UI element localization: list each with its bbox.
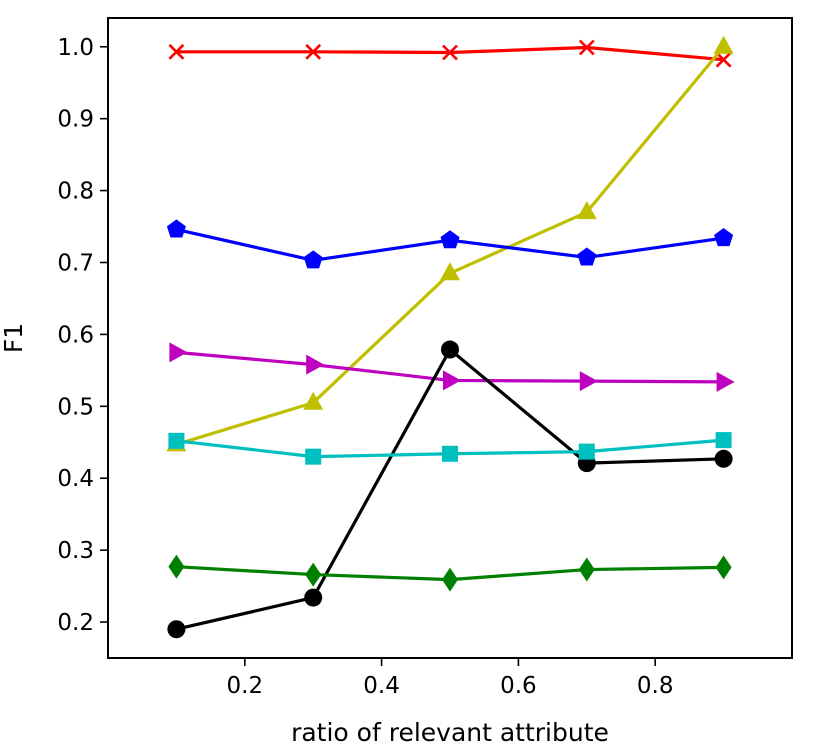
data-point-green-diamond <box>305 562 322 587</box>
data-point-black-circle <box>167 620 186 639</box>
data-point-black-circle <box>714 449 733 468</box>
x-tick-label: 0.8 <box>637 673 674 699</box>
data-point-black-circle <box>441 340 459 359</box>
data-point-red-x <box>305 43 322 60</box>
y-tick-label: 0.7 <box>57 250 94 276</box>
data-point-green-diamond <box>442 567 458 592</box>
series-green-diamond <box>168 554 732 592</box>
data-point-cyan-square <box>442 445 458 462</box>
data-point-yellow-triangle <box>713 35 734 54</box>
data-point-magenta-triangle-right <box>716 371 735 392</box>
series-red-x <box>168 39 732 68</box>
data-point-blue-pentagon <box>166 219 186 238</box>
data-point-green-diamond <box>168 554 185 579</box>
x-tick-label: 0.6 <box>500 673 537 699</box>
data-point-cyan-square <box>305 448 322 465</box>
series-magenta-triangle-right <box>169 342 735 392</box>
data-point-magenta-triangle-right <box>169 342 188 363</box>
y-tick-label: 0.3 <box>57 538 94 564</box>
data-point-cyan-square <box>578 443 595 460</box>
data-point-red-x <box>578 39 595 56</box>
data-point-yellow-triangle <box>576 201 597 220</box>
data-point-yellow-triangle <box>303 391 324 410</box>
data-point-blue-pentagon <box>440 230 460 249</box>
series-blue-pentagon <box>166 219 734 269</box>
y-tick-label: 0.4 <box>57 466 94 492</box>
plot-area <box>108 18 792 658</box>
data-point-blue-pentagon <box>577 247 597 266</box>
y-axis-title: F1 <box>0 323 28 353</box>
y-tick-label: 0.8 <box>57 179 94 205</box>
data-point-red-x <box>442 44 458 61</box>
y-tick-label: 0.6 <box>57 322 94 348</box>
y-tick-label: 0.5 <box>57 394 94 420</box>
data-point-magenta-triangle-right <box>443 370 461 391</box>
data-point-blue-pentagon <box>714 228 734 247</box>
y-tick-label: 0.2 <box>57 610 94 636</box>
data-point-blue-pentagon <box>303 250 323 269</box>
plot-frame <box>107 17 793 659</box>
data-point-red-x <box>715 51 732 68</box>
data-point-black-circle <box>304 588 323 607</box>
data-point-magenta-triangle-right <box>306 354 325 375</box>
data-point-green-diamond <box>578 557 595 582</box>
y-tick-label: 1.0 <box>57 35 94 61</box>
data-point-cyan-square <box>715 432 732 449</box>
data-point-green-diamond <box>715 555 732 580</box>
x-tick-label: 0.4 <box>363 673 400 699</box>
series-cyan-square <box>168 432 732 465</box>
data-point-red-x <box>168 43 185 60</box>
x-axis-title: ratio of relevant attribute <box>291 718 609 747</box>
x-tick-label: 0.2 <box>227 673 264 699</box>
y-tick-label: 0.9 <box>57 107 94 133</box>
ticks-layer: 0.2 0.4 0.6 0.8 0.2 0.3 0.4 0.5 0.6 0.7 0.8 0.9 1.0 <box>57 35 673 699</box>
data-point-magenta-triangle-right <box>579 371 598 392</box>
data-point-cyan-square <box>168 432 185 449</box>
data-point-yellow-triangle <box>440 262 460 281</box>
series-layer <box>166 35 735 639</box>
